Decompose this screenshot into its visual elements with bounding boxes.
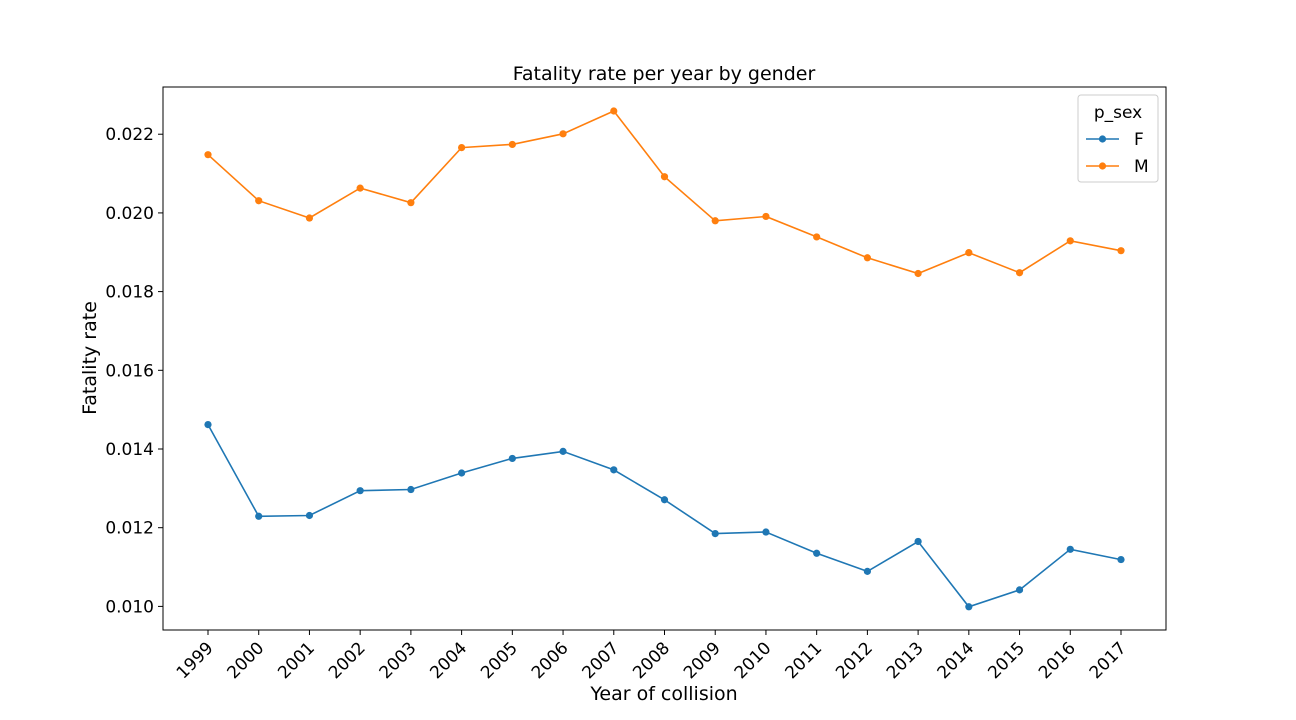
y-tick-label: 0.020 xyxy=(105,204,154,224)
x-tick-label: 1999 xyxy=(173,638,218,683)
data-point xyxy=(508,140,516,149)
x-tick-label: 2009 xyxy=(680,638,725,683)
series-line-M xyxy=(207,110,1122,275)
x-tick-label: 2003 xyxy=(376,638,421,683)
data-point xyxy=(559,130,567,138)
y-axis: 0.010 0.012 0.014 0.016 0.018 0.020 0.022 xyxy=(105,125,163,617)
legend-label: M xyxy=(1134,157,1149,177)
data-point xyxy=(711,217,719,225)
data-point xyxy=(559,447,567,455)
data-point xyxy=(356,487,364,495)
data-point xyxy=(813,549,821,557)
data-point xyxy=(1117,247,1125,255)
x-tick-label: 2014 xyxy=(934,638,979,683)
data-point xyxy=(914,537,922,546)
data-point xyxy=(458,469,466,477)
x-tick-label: 2002 xyxy=(325,638,370,683)
data-point xyxy=(1066,545,1074,553)
data-point xyxy=(458,143,466,152)
legend: p_sex FM xyxy=(1077,94,1159,183)
y-tick-label: 0.016 xyxy=(105,361,154,381)
x-tick-label: 2001 xyxy=(274,638,319,683)
data-point xyxy=(711,529,719,538)
legend-title: p_sex xyxy=(1094,103,1142,123)
y-tick-label: 0.012 xyxy=(105,519,154,539)
legend-label: F xyxy=(1134,130,1144,150)
x-tick-label: 2000 xyxy=(224,638,269,683)
x-axis-label: Year of collision xyxy=(589,683,737,705)
x-tick-label: 2006 xyxy=(528,638,573,683)
data-point xyxy=(407,485,415,494)
data-point xyxy=(965,249,973,257)
x-tick-label: 2012 xyxy=(832,638,877,683)
data-point xyxy=(762,528,770,536)
data-point xyxy=(813,233,821,241)
x-tick-label: 2016 xyxy=(1035,638,1080,683)
x-axis: 1999 2000 2001 2002 2003 2004 2005 2006 2007 2008… xyxy=(173,630,1131,683)
data-point xyxy=(1117,555,1125,564)
data-point xyxy=(1015,586,1024,594)
data-point xyxy=(356,184,364,192)
x-tick-label: 2010 xyxy=(731,638,776,683)
series-F xyxy=(204,421,1125,611)
x-tick-label: 2008 xyxy=(629,638,674,683)
data-point xyxy=(863,254,871,262)
legend-entry-M: M xyxy=(1086,157,1149,177)
data-point xyxy=(407,199,415,207)
legend-marker xyxy=(1098,162,1107,170)
data-point xyxy=(762,212,770,221)
data-point xyxy=(255,512,263,520)
data-point xyxy=(508,454,516,463)
series-M xyxy=(204,107,1125,278)
plot-area-frame xyxy=(162,86,1167,631)
x-tick-label: 2017 xyxy=(1086,638,1131,683)
legend-entry-F: F xyxy=(1086,130,1144,150)
data-point xyxy=(305,214,314,222)
data-point xyxy=(204,151,212,159)
x-tick-label: 2011 xyxy=(781,638,826,683)
y-tick-label: 0.018 xyxy=(105,283,154,303)
data-point xyxy=(610,107,618,115)
data-point xyxy=(863,567,871,575)
data-point xyxy=(1015,269,1024,277)
data-point xyxy=(610,466,618,474)
y-tick-label: 0.010 xyxy=(105,597,154,617)
y-tick-label: 0.014 xyxy=(105,440,154,460)
series-line-F xyxy=(207,424,1122,608)
data-point xyxy=(965,603,973,611)
legend-marker xyxy=(1098,135,1107,143)
data-point xyxy=(914,269,922,278)
data-point xyxy=(660,173,669,181)
data-point xyxy=(255,197,263,205)
x-tick-label: 2015 xyxy=(984,638,1029,683)
data-point xyxy=(660,496,669,504)
chart-title: Fatality rate per year by gender xyxy=(513,63,816,85)
y-tick-label: 0.022 xyxy=(105,125,154,145)
x-tick-label: 2004 xyxy=(426,638,471,683)
data-point xyxy=(1066,237,1074,245)
data-point xyxy=(305,511,314,520)
x-tick-label: 2005 xyxy=(477,638,522,683)
y-axis-label: Fatality rate xyxy=(79,301,101,415)
x-tick-label: 2013 xyxy=(883,638,928,683)
data-point xyxy=(204,421,212,429)
x-tick-label: 2007 xyxy=(579,638,624,683)
